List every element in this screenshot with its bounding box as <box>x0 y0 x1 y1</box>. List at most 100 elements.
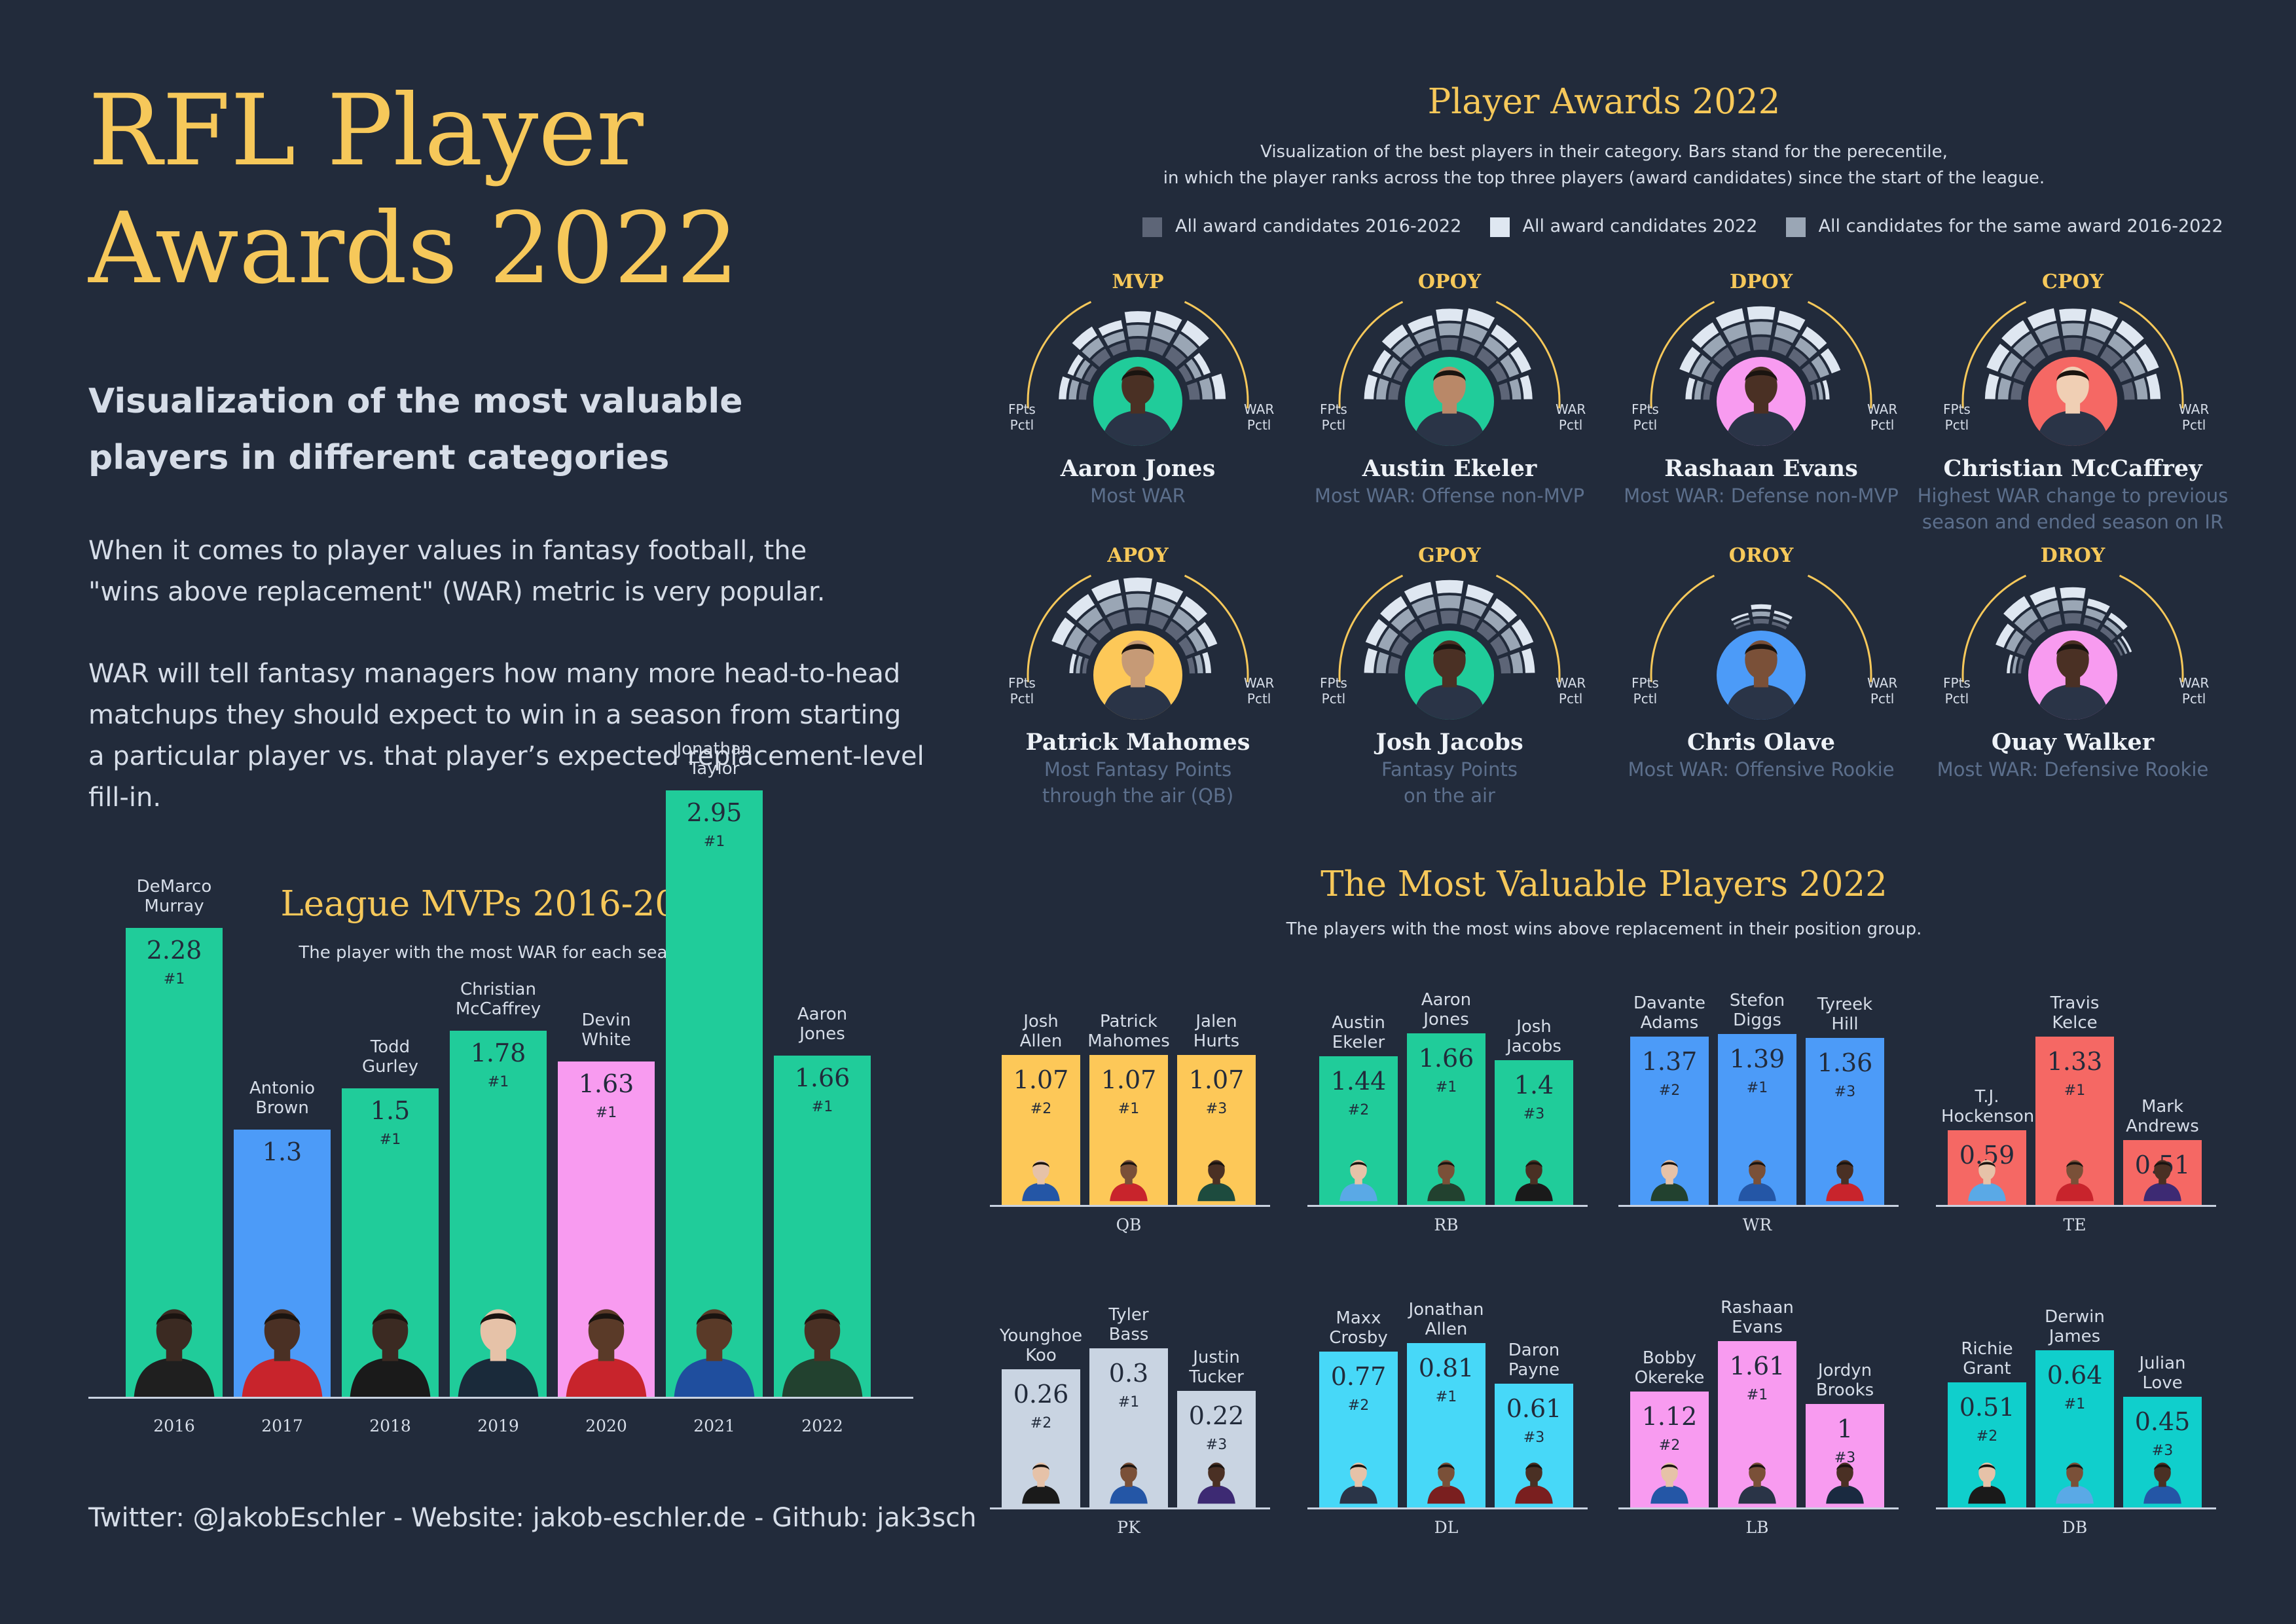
gauge-segment <box>1793 335 1819 361</box>
player-hair <box>2056 644 2089 655</box>
player-photo-figure <box>1738 1462 1776 1504</box>
player-photo <box>342 1299 439 1397</box>
awards-subtitle: Visualization of the best players in the… <box>982 139 2226 191</box>
gauge-segment <box>1067 378 1081 401</box>
fpts-pctl-label: FPts Pctl <box>1631 401 1659 433</box>
gauge-arc-right <box>1184 574 1249 682</box>
gauge-segment <box>1087 618 1113 643</box>
player-neck <box>1355 1479 1362 1487</box>
mvp-year-label: 2018 <box>369 1416 411 1435</box>
mvp-player-name-line: McCaffrey <box>455 999 541 1019</box>
gauge-segment <box>1461 597 1489 619</box>
war-pctl-label: WAR Pctl <box>1244 401 1274 433</box>
gauge-segment <box>1773 323 1800 345</box>
player-name-line: Koo <box>1025 1346 1057 1366</box>
player-bar-value: 0.26 <box>1013 1380 1069 1409</box>
player-bar: 0.59 <box>1948 1130 2026 1205</box>
player-photo <box>1824 1454 1866 1507</box>
player-bar: 1.07 #1 <box>1089 1054 1168 1205</box>
award-description-line-1: Most WAR: Defensive Rookie <box>1937 758 2209 781</box>
player-neck <box>1212 1177 1220 1185</box>
player-jersey <box>1339 1485 1377 1504</box>
gauge-segment <box>1077 381 1091 401</box>
player-name: Davante Adams <box>1624 993 1715 1033</box>
mvp-player-name: Christian McCaffrey <box>439 980 557 1019</box>
player-photo-figure <box>134 1309 215 1397</box>
player-head <box>696 1309 733 1352</box>
gauge-segment <box>1461 322 1489 344</box>
player-jersey <box>1724 684 1798 720</box>
gauge-segment <box>2081 337 2105 358</box>
mvp-player-name: Jonathan Taylor <box>655 739 773 779</box>
player-head <box>1433 366 1466 406</box>
mvp-bar-value: 1.3 <box>262 1137 302 1166</box>
gauge-arc-left <box>1961 574 2027 682</box>
mvp-bar-rank: #1 <box>163 970 185 987</box>
player-bar-rank: #1 <box>1435 1389 1457 1406</box>
gauge-segment <box>2026 306 2058 331</box>
gauge-segment <box>2004 629 2026 654</box>
gauge-segment <box>1068 652 1078 675</box>
gauge-segment <box>2062 612 2083 626</box>
player-hair <box>1836 1464 1853 1470</box>
war-label: WAR <box>1556 401 1586 417</box>
award-card-cpoy: CPOY FPts Pctl WAR Pctl Christian McCaffrey Hi… <box>1917 270 2229 547</box>
gauge-segment <box>1127 608 1149 626</box>
player-bar-rank: #3 <box>1205 1100 1228 1117</box>
gauge-segment <box>1102 329 1127 348</box>
player-bar-value: 0.61 <box>1506 1394 1562 1424</box>
player-head <box>1438 1160 1455 1181</box>
player-photo-figure <box>458 1309 539 1397</box>
player-name-line: Davante <box>1633 993 1705 1014</box>
player-photo <box>1513 1151 1555 1205</box>
player-bar: 0.77 #2 <box>1319 1351 1398 1507</box>
position-label: RB <box>1434 1215 1459 1234</box>
mvp2022-title: The Most Valuable Players 2022 <box>1321 864 1887 904</box>
gauge-segment <box>1163 619 1188 643</box>
player-head <box>1749 1160 1766 1181</box>
mvp-player-name-line: White <box>581 1030 631 1050</box>
group-axis-line <box>1618 1205 1899 1207</box>
gauge-segment <box>1438 609 1461 626</box>
player-hair <box>2066 1464 2083 1470</box>
player-hair <box>1032 1464 1049 1470</box>
player-hair <box>1438 1464 1455 1470</box>
award-label: APOY <box>1107 544 1169 567</box>
player-photo <box>1736 1454 1778 1507</box>
player-neck <box>2159 1479 2166 1487</box>
player-photo <box>1338 1454 1379 1507</box>
award-label: OROY <box>1728 544 1794 567</box>
player-bar-rank: #1 <box>1435 1079 1457 1096</box>
gauge-segment <box>2120 380 2136 401</box>
war-label: WAR <box>1556 675 1586 691</box>
player-hair <box>1745 370 1777 382</box>
player-hair <box>1749 1162 1766 1168</box>
award-card-dpoy: DPOY FPts Pctl WAR Pctl Rashaan Evans Most WAR… <box>1605 270 1917 547</box>
gauge-segment <box>1080 335 1106 361</box>
player-neck <box>1841 1177 1849 1185</box>
player-photo <box>1108 1454 1150 1507</box>
player-name-line: Stefon <box>1729 991 1785 1011</box>
player-bar-rank: #2 <box>1658 1082 1681 1099</box>
player-name: Jalen Hurts <box>1171 1012 1262 1051</box>
gauge-segment <box>1197 376 1214 401</box>
gauge-segment <box>2009 380 2026 401</box>
gauge-segment <box>1418 339 1441 358</box>
gauge-segment <box>1731 616 1751 627</box>
player-name-line: Andrews <box>2126 1116 2199 1137</box>
gauge-arc-right <box>2119 301 2184 409</box>
player-name-line: Bass <box>1108 1324 1149 1344</box>
war-label: WAR <box>2179 675 2210 691</box>
player-photo <box>1108 1151 1150 1205</box>
player-neck <box>1125 1479 1133 1487</box>
war-pctl-label: WAR Pctl <box>2179 675 2209 707</box>
player-hair <box>156 1313 192 1325</box>
gauge-segment <box>1200 650 1212 674</box>
player-hair <box>1350 1464 1367 1470</box>
player-bar: 1.61 #1 <box>1718 1340 1796 1507</box>
award-description-line-1: Most Fantasy Points <box>1044 758 1232 781</box>
player-name-line: Travis <box>2050 993 2100 1013</box>
player-hair <box>372 1313 409 1325</box>
player-head <box>2066 1462 2083 1483</box>
award-player-name: Austin Ekeler <box>1362 455 1537 482</box>
